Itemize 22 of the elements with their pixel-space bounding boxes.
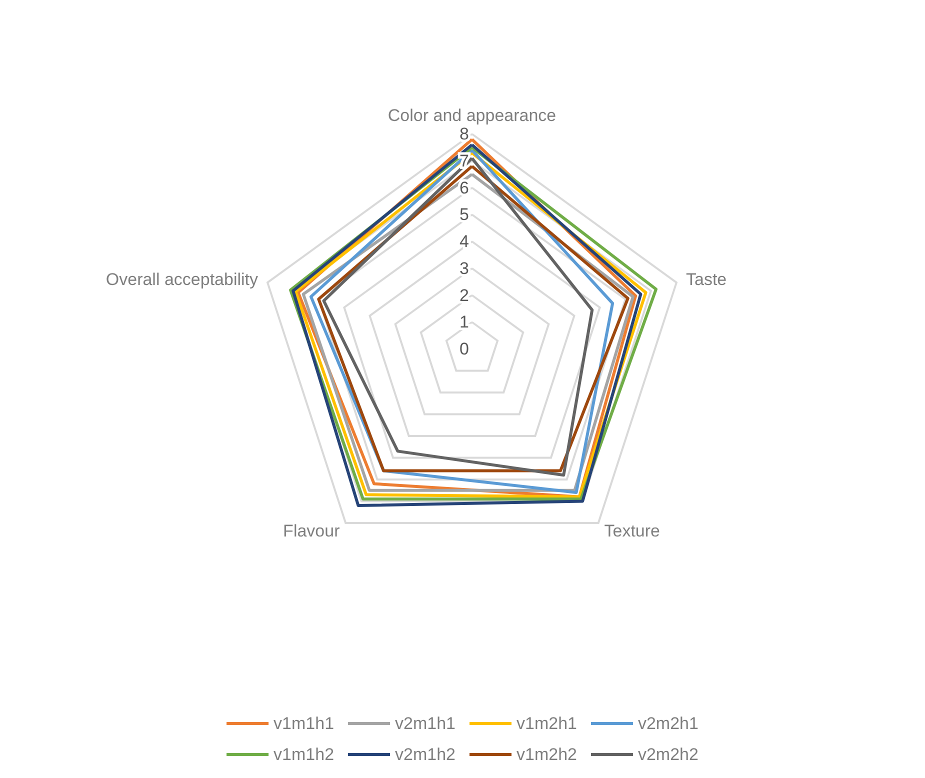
legend-label: v1m1h1	[274, 714, 334, 733]
y-tick-label: 1	[460, 312, 469, 332]
spoke-label: Taste	[686, 270, 727, 289]
y-tick-label: 6	[460, 178, 469, 198]
y-tick-label: 4	[460, 232, 469, 251]
legend-label: v2m1h2	[395, 745, 456, 764]
spoke-label: Overall acceptability	[106, 270, 259, 289]
y-tick-label: 5	[460, 205, 469, 224]
y-tick-label: 3	[460, 258, 469, 278]
legend-label: v1m2h1	[516, 714, 577, 733]
y-tick-label: 7	[460, 151, 469, 170]
y-tick-label: 8	[460, 124, 469, 144]
legend-label: v1m2h2	[516, 745, 577, 764]
y-tick-label: 0	[460, 340, 469, 358]
spoke-label: Texture	[604, 522, 660, 541]
spoke-label: Flavour	[283, 522, 340, 541]
y-tick-label: 2	[460, 286, 469, 305]
legend-label: v2m2h1	[638, 714, 698, 733]
legend-label: v2m2h2	[638, 745, 698, 764]
legend-label: v1m1h2	[274, 745, 334, 764]
spoke-label: Color and appearance	[388, 106, 556, 125]
legend-label: v2m1h1	[395, 714, 456, 733]
